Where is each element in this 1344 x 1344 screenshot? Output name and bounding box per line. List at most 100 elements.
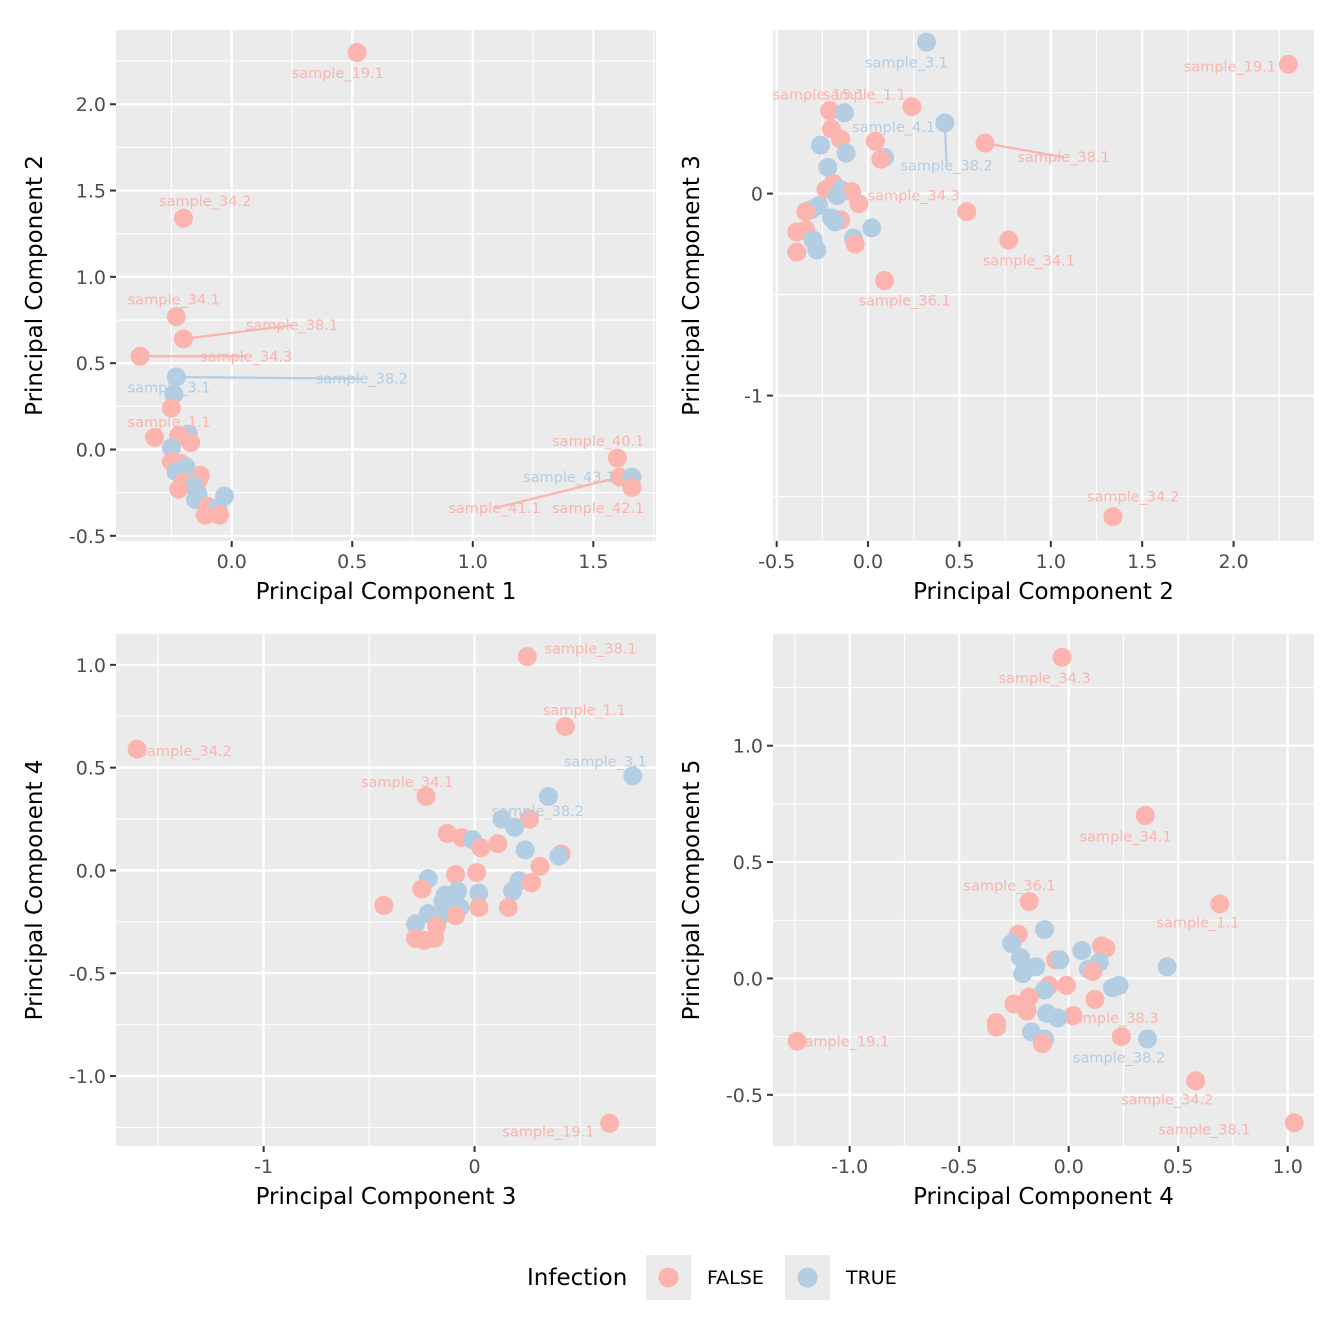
data-point-true <box>505 817 525 837</box>
data-point-false <box>161 398 181 418</box>
data-point-true <box>811 135 831 155</box>
point-label: sample_34.3 <box>998 671 1090 687</box>
data-point-false <box>498 897 518 917</box>
data-point-true <box>917 32 937 52</box>
y-tick-label: 0.0 <box>76 440 106 462</box>
data-point-false <box>1083 961 1103 981</box>
point-label: sample_38.3 <box>1066 1011 1158 1027</box>
data-point-true <box>1102 978 1122 998</box>
data-point-false <box>820 101 840 121</box>
data-point-false <box>975 133 995 153</box>
data-point-false <box>600 1113 620 1133</box>
point-label: sample_34.3 <box>868 189 960 205</box>
data-point-false <box>195 505 215 525</box>
point-label: sample_34.2 <box>139 744 231 760</box>
y-tick-label: -0.5 <box>69 526 106 548</box>
x-tick-label: -0.5 <box>941 1156 978 1178</box>
x-tick-label: -1 <box>254 1156 273 1178</box>
data-point-false <box>555 717 575 737</box>
data-point-true <box>834 103 854 123</box>
y-tick-label: -1 <box>744 386 763 408</box>
y-tick-label: 2.0 <box>76 94 106 116</box>
scatter-panel-1: 0.0 0.5 1.0 1.5 -0.5 0.0 0.5 1.0 1.5 2.0 Principal… <box>22 30 656 605</box>
data-point-false <box>145 427 165 447</box>
data-point-false <box>210 505 230 525</box>
point-label: sample_19.1 <box>1184 59 1276 75</box>
data-point-true <box>1011 947 1031 967</box>
data-point-true <box>406 914 426 934</box>
legend-swatch-true <box>797 1267 818 1288</box>
point-label: sample_3.1 <box>865 55 948 71</box>
data-point-false <box>1111 1027 1131 1047</box>
y-tick-label: 1.0 <box>76 267 106 289</box>
data-point-true <box>161 438 181 458</box>
point-label: sample_38.2 <box>492 804 584 820</box>
data-point-false <box>347 42 367 62</box>
data-point-false <box>174 208 193 228</box>
point-label: sample_4.1 <box>852 120 935 136</box>
panel-background <box>116 30 656 541</box>
data-point-false <box>787 242 807 262</box>
y-axis-title: Principal Component 5 <box>679 760 705 1021</box>
y-tick-label: 0.0 <box>76 860 106 882</box>
x-tick-label: 1.0 <box>1273 1156 1303 1178</box>
y-tick-label: 0 <box>751 184 763 206</box>
data-point-false <box>127 739 147 759</box>
x-axis-title: Principal Component 3 <box>256 1184 517 1210</box>
y-axis-title: Principal Component 3 <box>679 155 705 416</box>
data-point-false <box>999 230 1019 250</box>
y-axis-title: Principal Component 2 <box>22 155 48 416</box>
point-label: sample_42.1 <box>552 501 644 517</box>
data-point-true <box>469 883 489 903</box>
data-point-true <box>503 881 523 901</box>
data-point-false <box>374 895 394 915</box>
point-label: sample_34.2 <box>1087 490 1179 506</box>
y-tick-label: 0.5 <box>76 353 106 375</box>
data-point-false <box>1052 647 1072 667</box>
y-tick-label: -0.5 <box>726 1085 763 1107</box>
data-point-false <box>181 433 201 453</box>
data-point-false <box>1186 1071 1206 1091</box>
data-point-false <box>469 897 489 917</box>
legend-swatch-false <box>658 1267 679 1288</box>
x-axis-title: Principal Component 1 <box>256 579 517 605</box>
data-point-false <box>416 786 436 806</box>
point-label: sample_19.1 <box>797 1034 889 1050</box>
data-point-false <box>796 202 816 222</box>
x-tick-label: 1.0 <box>458 551 488 573</box>
x-tick-label: -1.0 <box>831 1156 868 1178</box>
data-point-true <box>538 786 558 806</box>
data-point-false <box>519 809 539 829</box>
point-label: sample_36.1 <box>963 878 1055 894</box>
panel-background <box>773 634 1314 1146</box>
x-tick-label: 1.5 <box>1127 551 1157 573</box>
data-point-false <box>414 930 434 950</box>
x-tick-label: 1.5 <box>578 551 608 573</box>
y-tick-label: 0.5 <box>733 852 763 874</box>
y-axis-title: Principal Component 4 <box>22 760 48 1021</box>
point-label: sample_34.2 <box>1121 1092 1213 1108</box>
data-point-false <box>174 329 193 349</box>
data-point-true <box>1072 941 1092 961</box>
point-label: sample_19.1 <box>292 66 384 82</box>
data-point-false <box>845 234 865 254</box>
data-point-false <box>1135 806 1155 826</box>
data-point-true <box>1035 920 1055 940</box>
data-point-false <box>1017 1001 1037 1021</box>
y-tick-label: 1.0 <box>733 736 763 758</box>
data-point-true <box>1035 980 1055 1000</box>
scatter-panel-2: -0.5 0.0 0.5 1.0 1.5 2.0 -1 0 Principal Componen… <box>679 30 1314 605</box>
data-point-false <box>130 346 150 366</box>
data-point-true <box>862 218 882 238</box>
data-point-true <box>836 143 856 163</box>
label-leader-line <box>984 142 1064 159</box>
y-tick-label: -1.0 <box>69 1066 106 1088</box>
legend-title: Infection <box>527 1265 627 1291</box>
data-point-false <box>849 194 869 214</box>
point-label: sample_1.1 <box>823 88 906 104</box>
data-point-false <box>169 479 189 499</box>
x-tick-label: 0.5 <box>337 551 367 573</box>
data-point-true <box>623 766 643 786</box>
point-label: sample_43.1 <box>523 470 615 486</box>
y-tick-label: 0.0 <box>733 968 763 990</box>
